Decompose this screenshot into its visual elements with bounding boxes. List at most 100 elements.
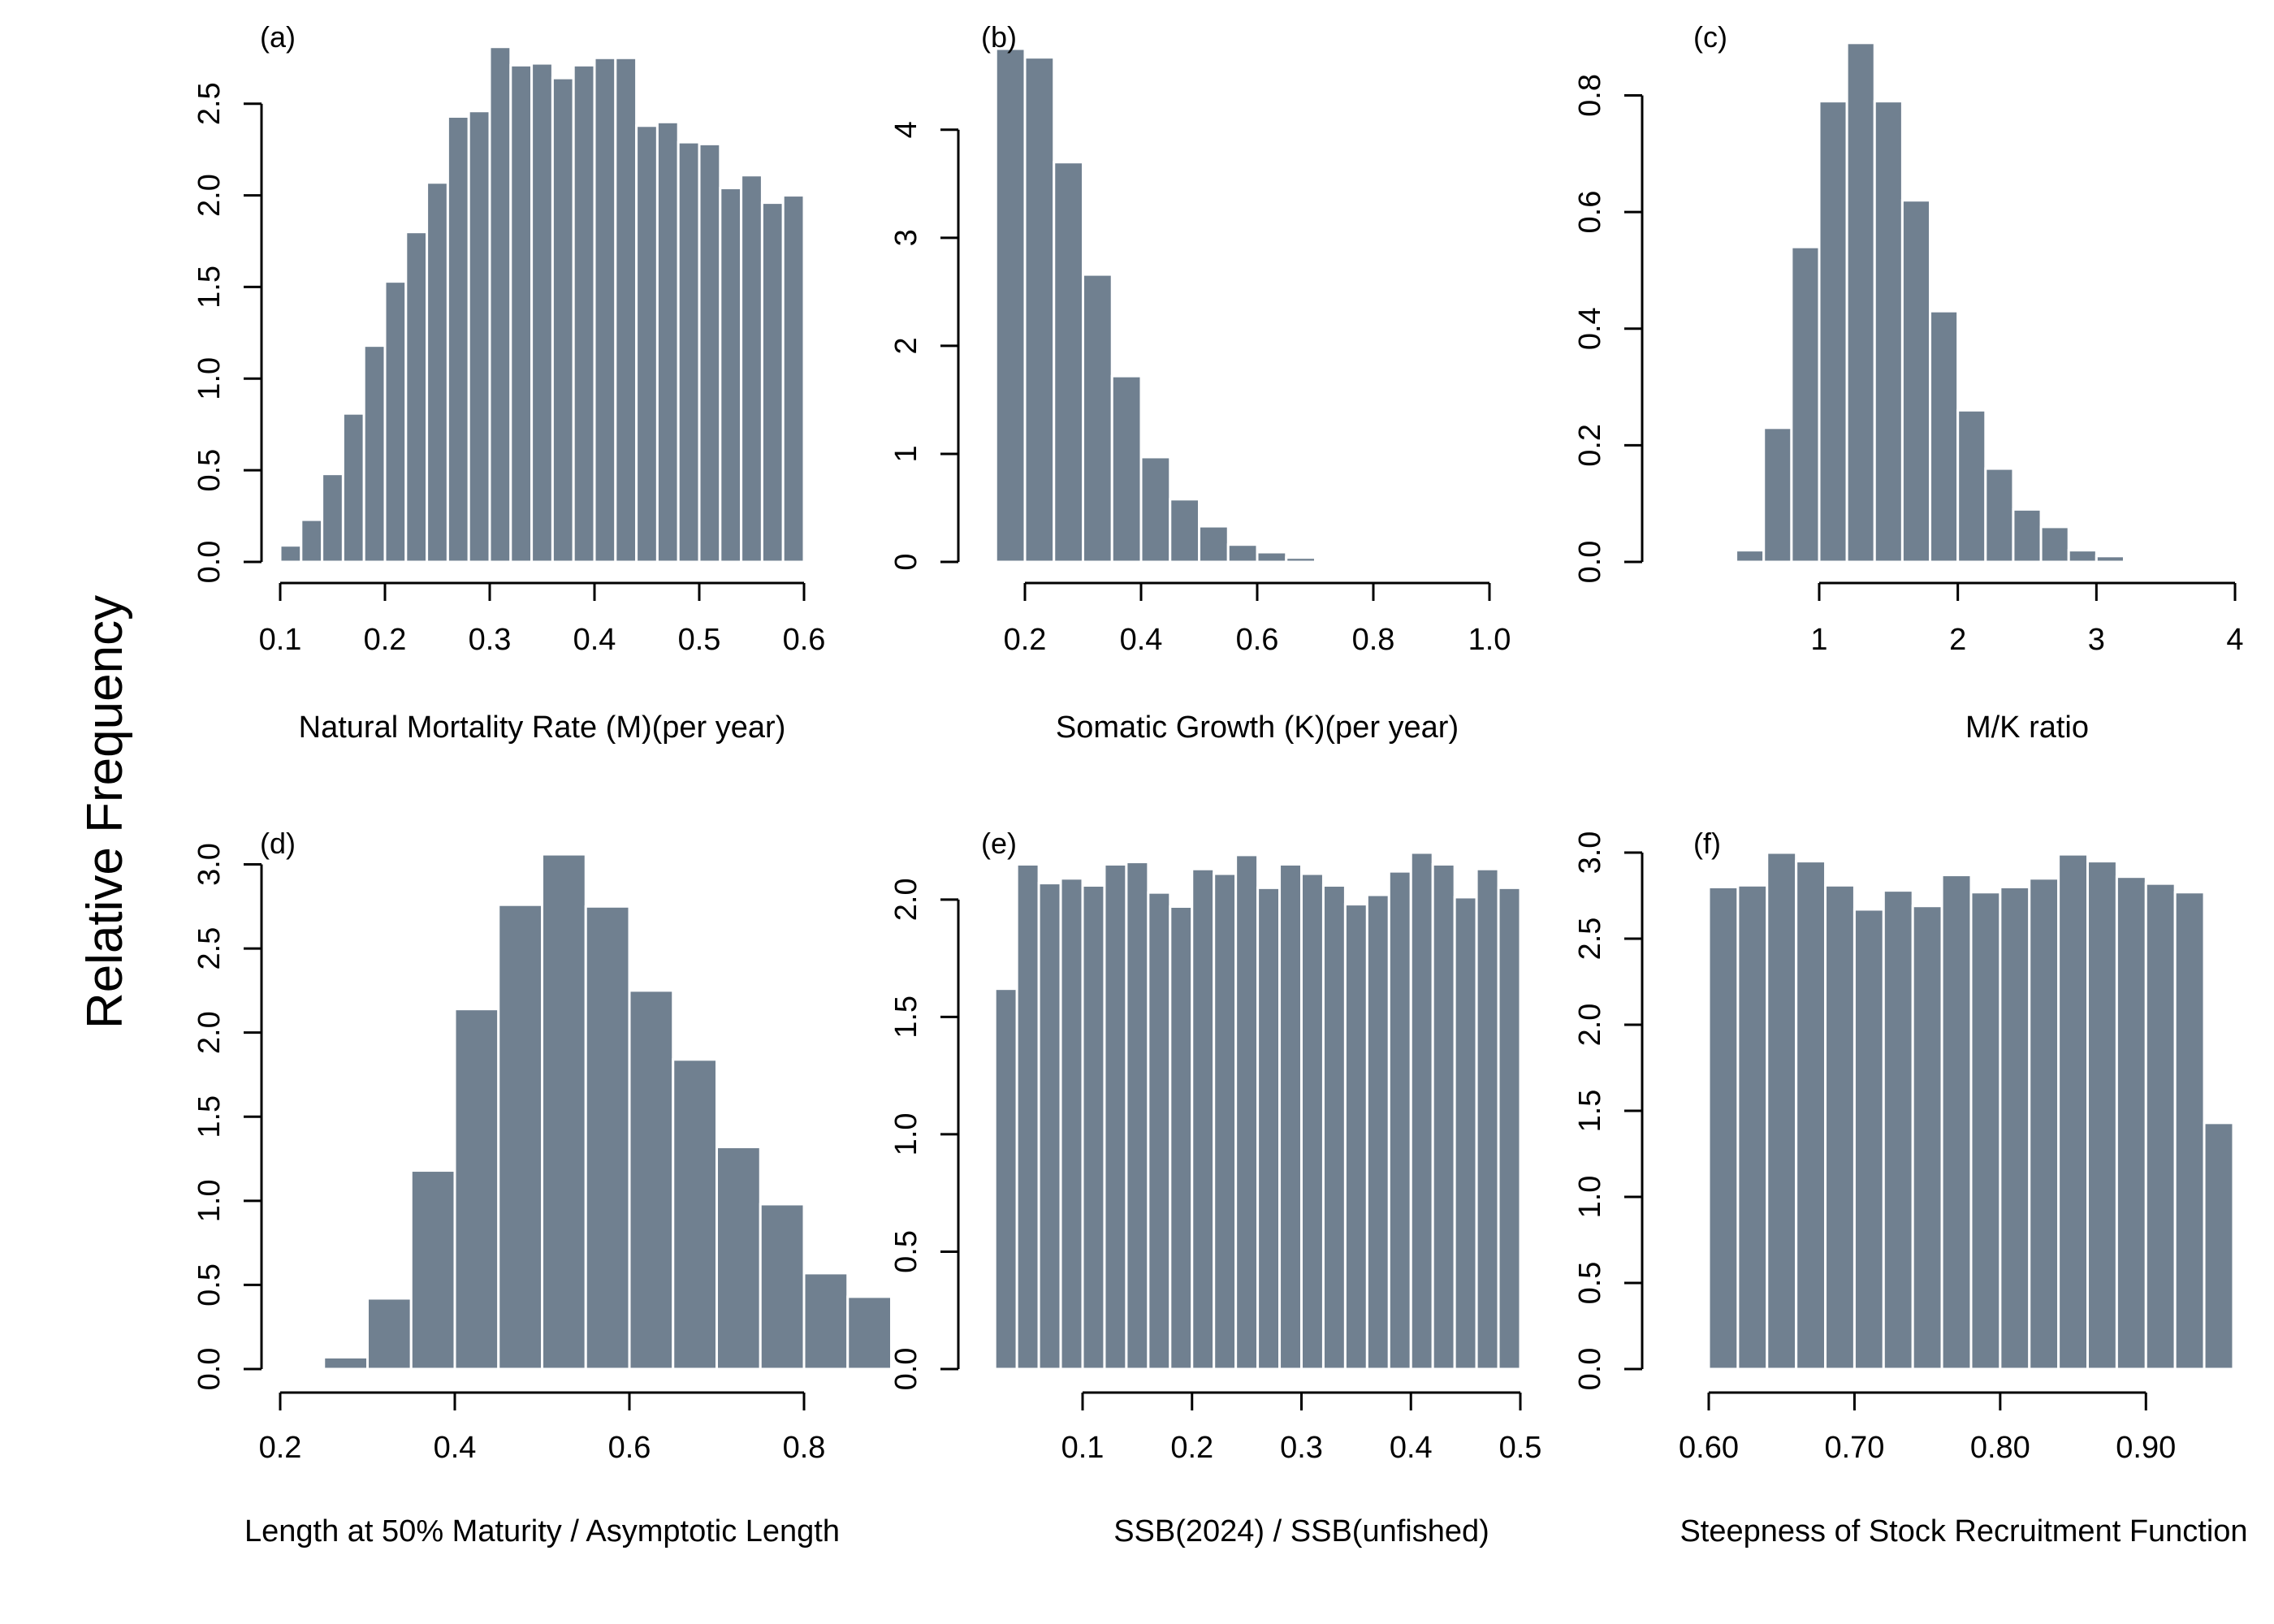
y-tick-label: 0.4 [1573,307,1607,350]
histogram-bar [1453,896,1478,1371]
histogram-bar [1213,872,1238,1371]
histogram-bar [362,344,387,564]
x-tick-label: 2 [1949,623,1966,657]
histogram-bar [530,62,554,564]
histogram-bar [1256,886,1282,1371]
histogram-bar [426,181,449,564]
y-tick-label: 0.5 [889,1230,923,1273]
y-tick-label: 2.5 [192,82,227,125]
x-tick-label: 0.60 [1679,1431,1739,1465]
x-axis: 0.1 0.2 0.3 0.4 0.5 0.6 [259,581,825,657]
y-tick-label: 2 [889,337,923,354]
histogram-bar [846,1295,893,1371]
histogram-bar [1256,551,1288,564]
y-tick-label: 1.0 [192,357,227,400]
histogram-bar [781,194,806,564]
x-tick-label: 0.8 [1352,623,1395,657]
x-tick-label: 0.6 [608,1431,651,1465]
histogram-bar [2203,1121,2235,1371]
histogram-bar [321,473,344,564]
histogram-bar [672,1058,718,1371]
x-tick-label: 0.90 [2116,1431,2176,1465]
histogram-bar [1431,862,1456,1371]
y-tick-label: 3 [889,229,923,246]
histogram-bar [593,56,617,564]
y-tick-label: 0.5 [192,1263,227,1307]
y-tick-label: 3.0 [1573,831,1607,875]
y-tick-label: 1.5 [889,996,923,1039]
y-tick-label: 0.8 [1573,74,1607,117]
y-tick-label: 0.0 [1573,541,1607,584]
panel-letter: (e) [981,827,1017,860]
histogram-bar [1285,556,1316,564]
x-tick-label: 0.3 [469,623,512,657]
x-axis: 1 2 3 4 [1810,581,2244,657]
y-axis: 0.0 0.5 1.0 1.5 2.0 2.5 3.0 [192,843,263,1390]
x-axis-title: Steepness of Stock Recruitment Function [1680,1514,2247,1548]
y-tick-label: 0.2 [1573,424,1607,467]
x-axis-title: Somatic Growth (K)(per year) [1056,710,1459,745]
histogram-bar [715,1146,762,1371]
histogram-bar [1882,889,1914,1371]
x-tick-label: 0.1 [259,623,302,657]
x-tick-label: 0.2 [1004,623,1047,657]
histogram-bar [383,280,408,564]
panel-5: 0.0 0.5 1.0 1.5 2.0 0.1 0.2 0.3 0.4 0.5 SSB(2024) … [889,827,1541,1548]
x-axis-title-group: Natural Mortality Rate (M)(per year) [299,710,786,745]
panel-letter: (d) [260,827,296,860]
panel-1: 0.0 0.5 1.0 1.5 2.0 2.5 0.1 0.2 0.3 0.4 0.5 0.6 Natu… [192,20,825,745]
y-tick-label: 2.0 [192,1011,227,1054]
panel-letter: (c) [1693,20,1727,54]
y-tick-label: 1.5 [192,1095,227,1138]
histogram-bar [551,76,575,564]
histogram-bar [1824,883,1856,1371]
y-tick-label: 0 [889,553,923,570]
histogram-bar [760,201,785,564]
x-tick-label: 0.2 [259,1431,302,1465]
histogram-bar [497,903,543,1371]
histogram-bar [1900,199,1932,564]
x-tick-label: 1 [1810,623,1827,657]
histogram-bar [1343,903,1368,1371]
y-tick-label: 0.5 [1573,1262,1607,1305]
y-tick-label: 1 [889,445,923,462]
histogram-bar [1852,908,1885,1371]
x-tick-label: 1.0 [1468,623,1511,657]
histogram-bar [1226,543,1259,564]
histogram-bar [2144,882,2177,1371]
histogram-bar [2067,549,2098,564]
y-tick-label: 0.5 [192,449,227,492]
histogram-bar [1053,161,1084,564]
x-axis-title: SSB(2024) / SSB(unfished) [1113,1514,1489,1548]
panel-2: 0 1 2 3 4 0.2 0.4 0.6 0.8 1.0 Somatic Growth (K)(p… [889,20,1511,745]
histogram-bars [993,851,1522,1371]
histogram-bar [1314,559,1346,564]
histogram-bar [453,1008,500,1371]
x-tick-label: 0.6 [1236,623,1279,657]
histogram-bar [1735,549,1766,564]
histogram-bar [279,544,303,564]
histogram-bar [1766,851,1798,1371]
histogram-bar [341,412,365,564]
histogram-bar [740,174,763,564]
x-tick-label: 0.4 [1120,623,1163,657]
histogram-bar [1082,273,1113,564]
histogram-bar [1911,905,1943,1371]
histogram-bar [446,115,470,564]
histogram-bar [1110,374,1143,564]
x-axis-title-group: Somatic Growth (K)(per year) [1056,710,1459,745]
histogram-bar [1475,867,1500,1371]
histogram-bar [1103,862,1128,1371]
y-tick-label: 2.0 [889,878,923,921]
histogram-bar [1081,883,1106,1371]
histogram-bar [2057,853,2090,1371]
x-tick-label: 4 [2226,623,2243,657]
histogram-bar [404,231,429,564]
histogram-bar [1234,853,1260,1371]
histogram-bar [1999,885,2031,1371]
histogram-bar [572,63,596,564]
histogram-bar [1059,877,1084,1371]
histogram-bar [1762,426,1793,564]
y-tick-label: 0.0 [1573,1348,1607,1391]
